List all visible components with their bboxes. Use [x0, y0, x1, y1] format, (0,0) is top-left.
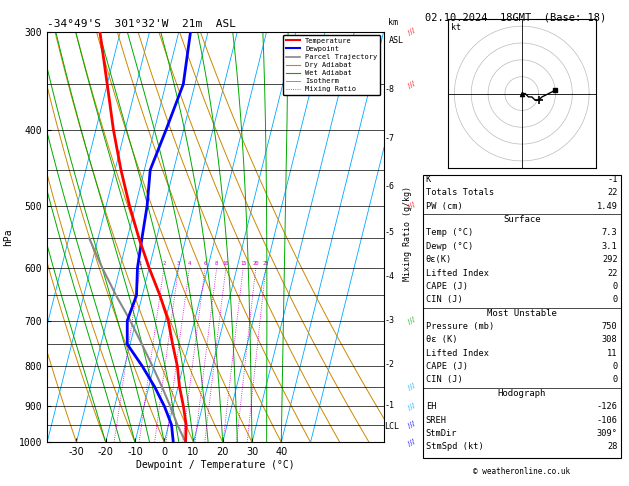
Text: -106: -106: [597, 416, 618, 425]
Text: 3.1: 3.1: [602, 242, 618, 251]
Text: Pressure (mb): Pressure (mb): [426, 322, 494, 331]
Text: -3: -3: [384, 316, 394, 325]
Legend: Temperature, Dewpoint, Parcel Trajectory, Dry Adiabat, Wet Adiabat, Isotherm, Mi: Temperature, Dewpoint, Parcel Trajectory…: [283, 35, 380, 95]
Text: 0: 0: [613, 362, 618, 371]
Text: 292: 292: [602, 255, 618, 264]
Text: 6: 6: [203, 261, 207, 266]
Text: 15: 15: [240, 261, 247, 266]
Text: Dewp (°C): Dewp (°C): [426, 242, 473, 251]
Text: 2: 2: [162, 261, 165, 266]
Text: km: km: [389, 18, 398, 28]
Text: Hodograph: Hodograph: [498, 389, 546, 398]
Text: ///: ///: [408, 27, 416, 36]
Text: StmSpd (kt): StmSpd (kt): [426, 442, 484, 451]
Text: ///: ///: [408, 80, 416, 88]
Text: Lifted Index: Lifted Index: [426, 268, 489, 278]
Text: θε(K): θε(K): [426, 255, 452, 264]
Text: Mixing Ratio (g/kg): Mixing Ratio (g/kg): [403, 186, 412, 281]
Text: ///: ///: [408, 420, 416, 429]
Text: 8: 8: [215, 261, 218, 266]
Text: ///: ///: [408, 202, 416, 210]
Text: ASL: ASL: [389, 35, 403, 45]
Text: CIN (J): CIN (J): [426, 295, 462, 304]
Text: 22: 22: [607, 188, 618, 197]
Text: CAPE (J): CAPE (J): [426, 282, 468, 291]
Text: EH: EH: [426, 402, 437, 411]
Text: -8: -8: [384, 86, 394, 94]
Text: 1: 1: [138, 261, 142, 266]
Text: ///: ///: [408, 316, 416, 325]
Text: SREH: SREH: [426, 416, 447, 425]
Text: -4: -4: [384, 273, 394, 281]
Text: 7.3: 7.3: [602, 228, 618, 238]
Text: CIN (J): CIN (J): [426, 376, 462, 384]
Text: -6: -6: [384, 182, 394, 191]
Text: -7: -7: [384, 135, 394, 143]
Text: 0: 0: [613, 295, 618, 304]
Text: 22: 22: [607, 268, 618, 278]
Text: 11: 11: [607, 349, 618, 358]
Text: PW (cm): PW (cm): [426, 202, 462, 211]
Text: ///: ///: [408, 402, 416, 411]
Text: ///: ///: [408, 382, 416, 391]
Text: LCL: LCL: [384, 422, 399, 431]
Text: -126: -126: [597, 402, 618, 411]
Text: -5: -5: [384, 227, 394, 237]
Text: CAPE (J): CAPE (J): [426, 362, 468, 371]
Text: -2: -2: [384, 360, 394, 368]
Text: Temp (°C): Temp (°C): [426, 228, 473, 238]
X-axis label: Dewpoint / Temperature (°C): Dewpoint / Temperature (°C): [136, 460, 295, 470]
Text: -34°49'S  301°32'W  21m  ASL: -34°49'S 301°32'W 21m ASL: [47, 19, 236, 30]
Text: Surface: Surface: [503, 215, 540, 224]
Text: 02.10.2024  18GMT  (Base: 18): 02.10.2024 18GMT (Base: 18): [425, 12, 606, 22]
Text: 28: 28: [607, 442, 618, 451]
Text: 4: 4: [187, 261, 191, 266]
Text: 0: 0: [613, 376, 618, 384]
Text: 20: 20: [253, 261, 259, 266]
Text: StmDir: StmDir: [426, 429, 457, 438]
Text: θε (K): θε (K): [426, 335, 457, 345]
Text: 309°: 309°: [597, 429, 618, 438]
Text: 10: 10: [223, 261, 229, 266]
Text: Totals Totals: Totals Totals: [426, 188, 494, 197]
Text: 0: 0: [613, 282, 618, 291]
Text: 750: 750: [602, 322, 618, 331]
Text: -1: -1: [607, 175, 618, 184]
Text: 308: 308: [602, 335, 618, 345]
Text: kt: kt: [451, 22, 461, 32]
Text: Most Unstable: Most Unstable: [487, 309, 557, 318]
Text: © weatheronline.co.uk: © weatheronline.co.uk: [473, 467, 571, 476]
Text: Lifted Index: Lifted Index: [426, 349, 489, 358]
Text: 3: 3: [177, 261, 180, 266]
Text: K: K: [426, 175, 431, 184]
Y-axis label: hPa: hPa: [3, 228, 13, 246]
Text: ///: ///: [408, 438, 416, 447]
Text: 1.49: 1.49: [597, 202, 618, 211]
Text: 25: 25: [262, 261, 269, 266]
Text: -1: -1: [384, 401, 394, 411]
